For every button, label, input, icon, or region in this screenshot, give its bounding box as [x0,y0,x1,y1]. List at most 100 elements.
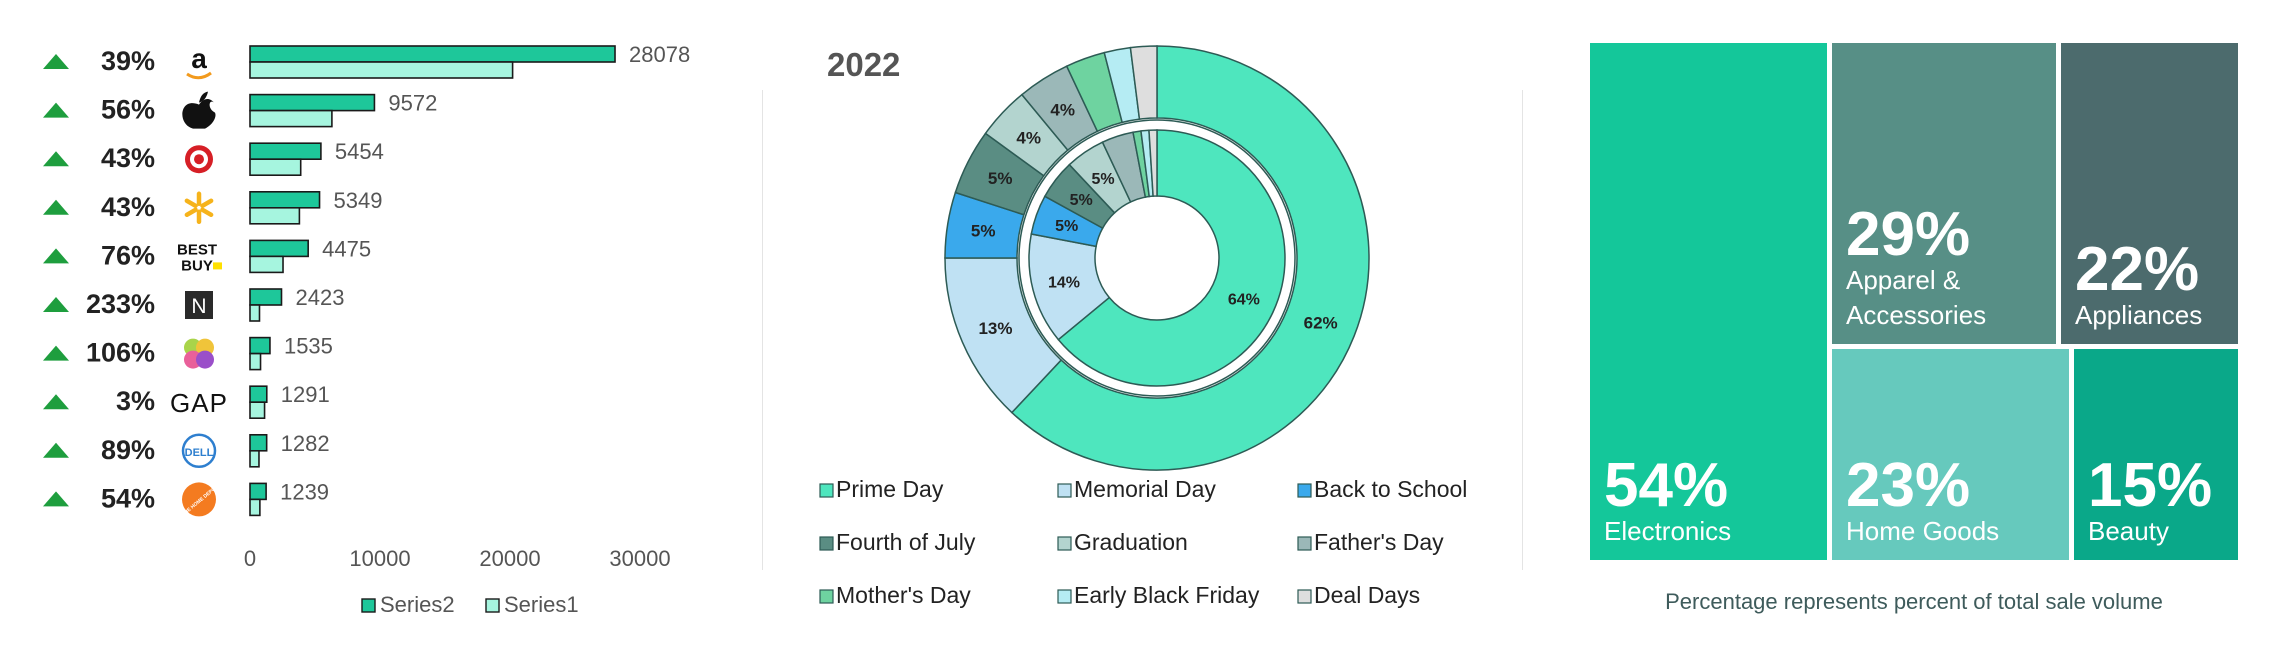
legend-label-series2: Series2 [380,592,455,617]
treemap-caption: Percentage represents percent of total s… [1665,589,2163,614]
data-label: 2423 [295,285,344,310]
data-label: 1535 [284,334,333,359]
bar-series1-the-home-depot [249,498,261,517]
treemap-cell-beauty: 15%Beauty [2074,349,2238,560]
change-label: 56% [101,95,155,125]
target-inner [194,154,204,165]
up-arrow-icon [43,248,69,264]
bar-series2-multicolor [249,336,271,355]
treemap-value: 29% [1846,200,1970,269]
legend-swatch [819,536,834,551]
treemap-value: 23% [1846,451,1970,520]
apple-leaf [199,91,208,103]
inner-slice-label: 64% [1228,291,1260,308]
legend-swatch [1297,589,1312,604]
up-arrow-icon [43,102,69,118]
legend-swatch [1297,536,1312,551]
data-label: 9572 [388,91,437,116]
inner-slice-prime-day [1057,129,1286,387]
treemap-cell-rect [1832,43,2056,344]
gap-logo-icon: GAP [170,388,227,418]
treemap-value: 15% [2088,451,2212,520]
bar-series2-the-home-depot [249,482,267,501]
walmart-spark-ray [184,207,198,218]
up-arrow-icon [43,442,69,458]
change-label: 89% [101,435,155,465]
legend-label: Back to School [1314,476,1467,502]
up-arrow-icon [43,297,69,312]
legend-label: Memorial Day [1074,476,1216,502]
donut-title: 2022 [827,46,900,83]
bar-series1-best-buy [249,255,284,274]
inner-slice-deal-days [1148,129,1158,197]
bar-chart-panel: 39% a 28078 56% 9572 43% 5454 43% 5349 76% BEST BUY… [0,0,760,663]
outer-slice-label: 62% [1304,314,1338,333]
dell-logo-icon: DELL [181,433,217,469]
change-label: 106% [86,338,155,368]
treemap-label: Appliances [2075,300,2202,330]
treemap-panel: 54% Electronics 29% Apparel & Accessories 22%… [1540,0,2284,663]
treemap-cell-rect [1590,43,1827,560]
bar-series1-gap [249,401,266,420]
bar-series2-walmart [249,191,321,209]
data-label: 1291 [281,382,330,407]
walmart-logo-icon [184,191,214,225]
treemap-cell-apparel-accessories: 29%Apparel & Accessories [1832,43,2056,344]
legend-swatch [1057,536,1072,551]
x-tick-label: 0 [244,546,256,571]
bar-series1-nordstrom [249,304,261,322]
treemap-cell-appliances: 22%Appliances [2061,43,2238,344]
bar-series1-walmart [249,207,301,225]
nordstrom-letter: N [191,295,206,318]
legend-label: Deal Days [1314,582,1420,608]
treemap-cell-rect [1832,349,2069,560]
walmart-spark-ray [200,198,214,209]
bar-series2-amazon [249,45,616,63]
legend-label: Graduation [1074,529,1188,555]
walmart-spark-ray [200,207,214,218]
bar-series1-amazon [249,61,514,79]
data-label: 4475 [322,236,371,261]
outer-slice-label: 5% [971,221,996,240]
treemap-cell-rect [2074,349,2238,560]
up-arrow-icon [43,491,69,507]
dell-ring [181,433,217,469]
treemap-cell-rect [2061,43,2238,344]
data-label: 1239 [280,479,329,504]
inner-slice-label: 14% [1048,274,1080,291]
change-label: 43% [101,143,155,173]
change-label: 39% [101,46,155,76]
inner-slice-label: 5% [1070,192,1093,209]
nordstrom-square [185,291,213,319]
divider-left [762,90,763,570]
x-tick-label: 20000 [479,546,540,571]
treemap-value: 54% [1604,451,1728,520]
outer-slice-label: 4% [1050,100,1075,119]
bar-series2-apple [249,93,376,112]
target-logo-icon [185,145,213,174]
donut-hole [1097,198,1217,318]
x-tick-label: 10000 [349,546,410,571]
amazon-logo-icon: a [186,43,212,80]
up-arrow-icon [43,345,69,361]
legend-label-series1: Series1 [504,592,579,617]
bar-series2-dell [249,433,268,452]
legend-label: Fourth of July [836,529,976,555]
apple-body [182,98,216,129]
amazon-smile [186,71,212,80]
bar-series2-gap [249,385,268,404]
outer-slice-label: 13% [978,319,1012,338]
treemap-label: Home Goods [1846,516,1999,546]
data-label: 5349 [334,188,383,213]
bestbuy-text-1: BEST [177,241,217,258]
multicolor-logo-icon [184,338,214,369]
bar-series2-target [249,142,322,160]
change-label: 54% [101,483,155,513]
nordstrom-logo-icon: N [185,291,213,319]
treemap-cell-home-goods: 23%Home Goods [1832,349,2069,560]
bar-chart: 39% a 28078 56% 9572 43% 5454 43% 5349 76% BESTBUY… [43,42,690,617]
legend-label: Prime Day [836,476,944,502]
x-tick-label: 30000 [609,546,670,571]
